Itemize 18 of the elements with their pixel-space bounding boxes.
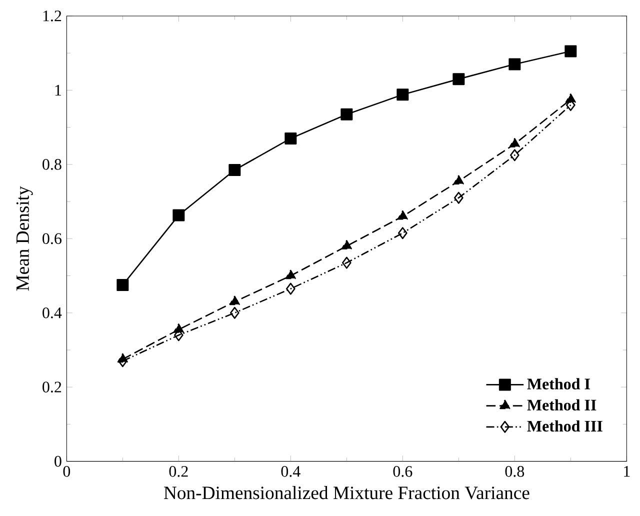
y-tick-label: 0.2	[42, 382, 62, 393]
x-tick-label: 0.8	[505, 466, 524, 477]
x-tick-label: 0.4	[281, 466, 300, 477]
y-tick-label: 1	[55, 84, 62, 96]
x-tick-label: 0.2	[169, 466, 188, 477]
legend-label: Method I	[527, 378, 590, 390]
y-tick-label: 0.6	[42, 233, 62, 244]
legend-label: Method III	[527, 420, 602, 432]
x-tick-label: 0.6	[393, 466, 412, 477]
y-tick-label: 0.8	[42, 158, 62, 170]
x-tick-label: 1	[624, 466, 630, 477]
y-tick-label: 1.2	[43, 10, 62, 22]
y-axis-title: Mean Density	[16, 186, 33, 291]
x-tick-label: 0	[63, 466, 70, 477]
y-tick-label: 0.4	[42, 307, 62, 318]
legend-label: Method II	[527, 399, 596, 410]
x-axis-title: Non-Dimensionalized Mixture Fraction Variance	[164, 486, 530, 500]
y-tick-label: 0	[54, 456, 62, 467]
